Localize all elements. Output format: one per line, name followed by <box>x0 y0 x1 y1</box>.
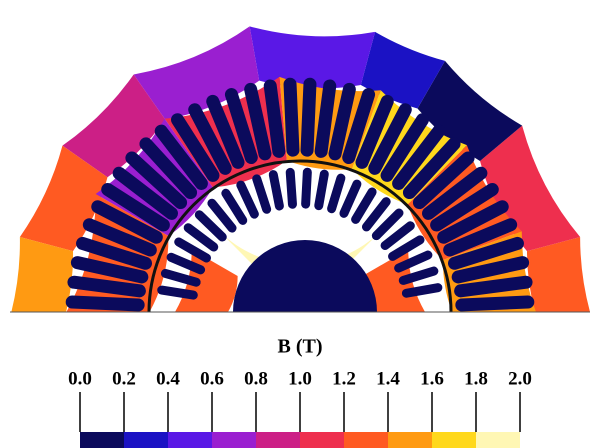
rotor-bar <box>241 185 255 214</box>
colorbar-swatch <box>80 432 124 448</box>
colorbar-swatch <box>300 432 344 448</box>
rotor-bar <box>306 172 308 204</box>
colorbar-tick-label: 0.8 <box>244 368 268 389</box>
colorbar-swatch <box>168 432 212 448</box>
colorbar-swatch <box>432 432 476 448</box>
field-plot: B (T) 0.0 0.2 0.4 0.6 0.8 1.0 1.2 1.4 1.6 1.8 2.0 <box>0 0 601 448</box>
rotor-bar <box>332 178 341 209</box>
rotor-bar <box>406 288 438 294</box>
colorbar-swatch <box>476 432 520 448</box>
colorbar: 0.0 0.2 0.4 0.6 0.8 1.0 1.2 1.4 1.6 1.8 2.0 <box>68 368 532 448</box>
rotor-bar <box>344 184 357 213</box>
stator-slot <box>290 84 293 150</box>
rotor-bar <box>356 192 372 219</box>
rotor-bar <box>257 179 267 209</box>
colorbar-title: B (T) <box>278 336 323 358</box>
stator-slot <box>74 282 139 291</box>
page: B (T) 0.0 0.2 0.4 0.6 0.8 1.0 1.2 1.4 1.6 1.8 2.0 <box>0 0 601 448</box>
colorbar-tick-label: 0.4 <box>156 368 180 389</box>
rotor-bar <box>319 174 325 206</box>
colorbar-swatch <box>344 432 388 448</box>
yoke-region <box>10 237 73 317</box>
colorbar-swatch <box>256 432 300 448</box>
stator-slot <box>307 84 310 150</box>
colorbar-swatch <box>212 432 256 448</box>
stator-slot <box>462 302 528 305</box>
colorbar-tick-label: 0.6 <box>200 368 224 389</box>
colorbar-swatch <box>124 432 168 448</box>
rotor-bar <box>162 290 194 295</box>
stator-slot <box>270 86 279 151</box>
colorbar-tick-label: 1.6 <box>420 368 444 389</box>
rotor-bar <box>226 193 243 220</box>
colorbar-tick-label: 1.4 <box>376 368 400 389</box>
colorbar-tick-label: 0.2 <box>112 368 136 389</box>
stator-slot <box>321 86 330 151</box>
colorbar-tick-label: 1.0 <box>288 368 312 389</box>
colorbar-tick-label: 2.0 <box>508 368 532 389</box>
rotor-bar <box>290 172 292 204</box>
colorbar-tick-label: 1.2 <box>332 368 356 389</box>
stator-slot <box>72 302 138 305</box>
colorbar-swatch <box>388 432 432 448</box>
colorbar-tick-label: 1.8 <box>464 368 488 389</box>
rotor-bar <box>273 175 279 206</box>
colorbar-tick-label: 0.0 <box>68 368 92 389</box>
stator-slot <box>461 282 526 291</box>
